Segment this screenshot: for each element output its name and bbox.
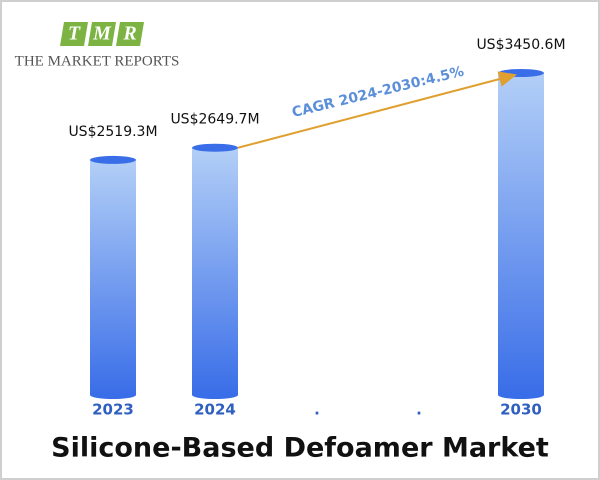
x-tick-label: . xyxy=(416,401,422,419)
value-label: US$2649.7M xyxy=(170,112,259,128)
cagr-arrow xyxy=(237,71,517,149)
logo-box xyxy=(88,22,116,46)
logo-box xyxy=(60,22,88,46)
value-label: US$2519.3M xyxy=(68,124,157,140)
logo-name: THE MARKET REPORTS xyxy=(15,53,180,69)
logo-box xyxy=(116,22,144,46)
chart-title: Silicone-Based Defoamer Market xyxy=(51,433,549,464)
logo-letter: R xyxy=(122,23,136,45)
x-tick-label: . xyxy=(314,401,320,419)
bar xyxy=(192,147,238,395)
x-tick-label: 2023 xyxy=(92,401,134,419)
bar-top xyxy=(192,143,238,152)
x-tick-label: 2024 xyxy=(194,401,236,419)
bar xyxy=(90,159,136,395)
logo-letter: M xyxy=(92,23,112,45)
bar-top xyxy=(498,69,544,77)
logo-letter: T xyxy=(68,23,81,45)
value-label: US$3450.6M xyxy=(476,37,565,53)
x-tick-label: 2030 xyxy=(500,401,542,419)
bar xyxy=(498,73,544,395)
bar-top xyxy=(90,155,136,164)
